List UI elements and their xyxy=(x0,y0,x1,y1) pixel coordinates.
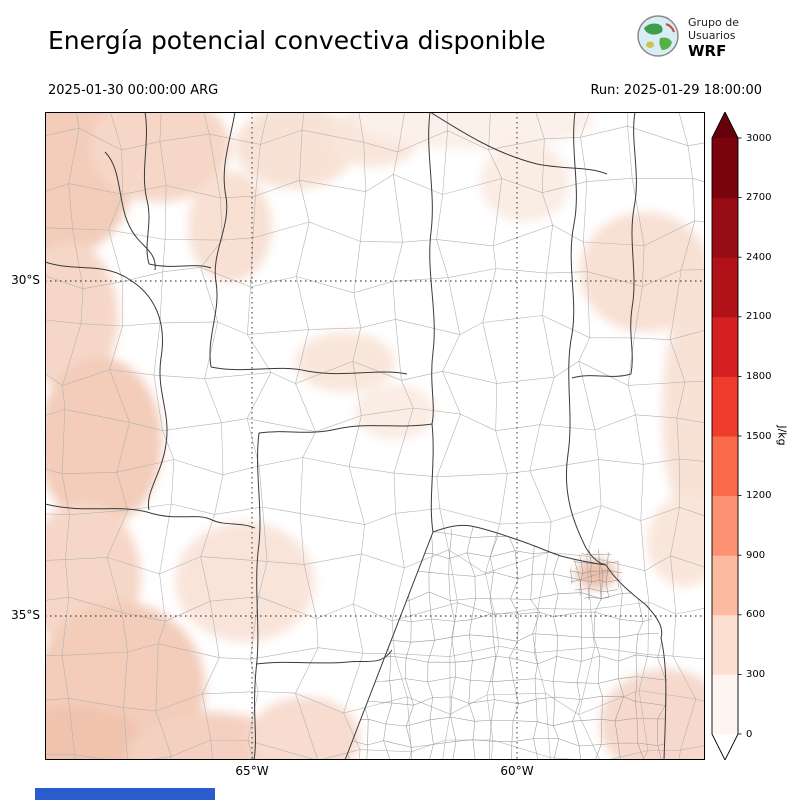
colorbar-under-arrow xyxy=(712,734,738,760)
colorbar-over-arrow xyxy=(712,112,738,138)
map-border xyxy=(45,112,705,760)
colorbar-tick-label: 1800 xyxy=(746,370,772,382)
lat-tick-35s: 35°S xyxy=(11,608,40,622)
colorbar-tick-label: 1200 xyxy=(746,490,772,502)
colorbar-tick-label: 2700 xyxy=(746,192,772,204)
logo-wrf-text: WRF xyxy=(688,42,727,60)
province-boundaries xyxy=(45,112,667,760)
graticule xyxy=(45,112,705,760)
colorbar xyxy=(711,112,742,760)
colorbar-tick-label: 1500 xyxy=(746,430,772,442)
colorbar-unit-label: J/kg xyxy=(775,425,789,446)
run-time: Run: 2025-01-29 18:00:00 xyxy=(590,83,762,98)
colorbar-tick-label: 2400 xyxy=(746,251,772,263)
colorbar-tick-label: 900 xyxy=(746,549,766,561)
lat-tick-30s: 30°S xyxy=(11,273,40,287)
logo-line-2: Usuarios xyxy=(688,29,736,42)
valid-time: 2025-01-30 00:00:00 ARG xyxy=(48,83,219,98)
footer-banner xyxy=(35,788,215,800)
colorbar-tick-label: 300 xyxy=(746,668,766,680)
logo-text: Grupo de Usuarios WRF xyxy=(688,14,739,60)
colorbar-tick-label: 3000 xyxy=(746,132,772,144)
city-department-boundaries xyxy=(570,549,622,601)
lon-tick-60w: 60°W xyxy=(500,764,534,778)
logo-line-1: Grupo de xyxy=(688,16,739,29)
wrf-logo: Grupo de Usuarios WRF xyxy=(636,14,739,60)
colorbar-tick-label: 2100 xyxy=(746,311,772,323)
globe-icon xyxy=(637,15,679,57)
colorbar-tick-label: 0 xyxy=(746,728,753,740)
lon-tick-65w: 65°W xyxy=(235,764,269,778)
department-boundaries xyxy=(45,112,705,760)
colorbar-tick-label: 600 xyxy=(746,609,766,621)
page-title: Energía potencial convectiva disponible xyxy=(48,26,546,55)
cape-map xyxy=(45,112,705,760)
